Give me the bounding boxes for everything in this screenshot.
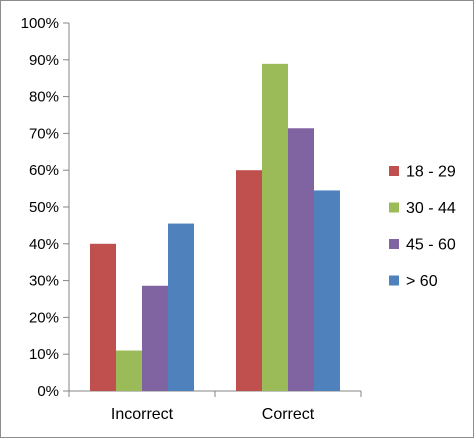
y-tick-label: 40% bbox=[29, 236, 59, 253]
x-category-label: Correct bbox=[262, 406, 315, 423]
legend-label: 30 - 44 bbox=[406, 200, 456, 217]
y-tick-label: 30% bbox=[29, 273, 59, 290]
bar bbox=[236, 170, 262, 391]
bar bbox=[90, 243, 116, 391]
y-tick-label: 90% bbox=[29, 52, 59, 69]
bars bbox=[90, 63, 340, 392]
legend-label: > 60 bbox=[406, 273, 438, 290]
bar bbox=[262, 63, 288, 392]
bar bbox=[116, 350, 142, 391]
legend-swatch bbox=[389, 239, 399, 249]
bar bbox=[314, 190, 340, 391]
bar bbox=[142, 285, 168, 391]
y-tick-label: 60% bbox=[29, 162, 59, 179]
y-tick-label: 50% bbox=[29, 199, 59, 216]
bar bbox=[288, 128, 314, 392]
y-tick-label: 0% bbox=[37, 383, 59, 400]
y-tick-label: 20% bbox=[29, 309, 59, 326]
y-axis: 0% 10% 20% 30% 40% 50% 60% 70% 80% 90% 100% bbox=[21, 15, 70, 400]
legend-label: 45 - 60 bbox=[406, 237, 456, 254]
legend-label: 18 - 29 bbox=[406, 164, 456, 181]
y-tick-label: 10% bbox=[29, 346, 59, 363]
x-axis: Incorrect Correct bbox=[68, 390, 362, 423]
legend-swatch bbox=[389, 166, 399, 176]
y-tick-label: 80% bbox=[29, 89, 59, 106]
y-tick-label: 70% bbox=[29, 125, 59, 142]
y-tick-label: 100% bbox=[21, 15, 59, 32]
legend-swatch bbox=[389, 202, 399, 213]
bar bbox=[168, 223, 194, 391]
legend: 18 - 29 30 - 44 45 - 60 > 60 bbox=[389, 164, 456, 290]
x-category-label: Incorrect bbox=[111, 406, 174, 423]
legend-swatch bbox=[389, 275, 399, 286]
